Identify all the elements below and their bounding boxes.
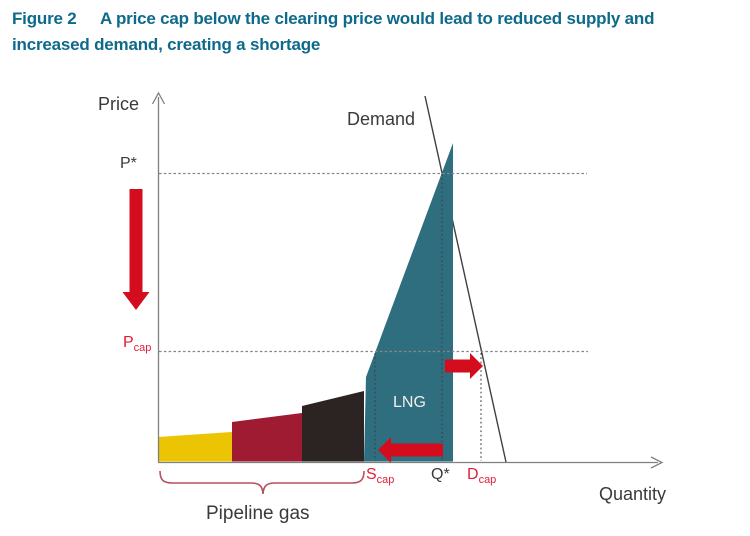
price-axis-label: Price	[98, 94, 140, 114]
figure-number: Figure 2	[12, 9, 77, 28]
d-cap-label: Dcap	[467, 466, 497, 487]
figure-title-line2: increased demand, creating a shortage	[12, 35, 321, 54]
p-star-label: P*	[120, 155, 137, 172]
supply-segment-yellow	[158, 432, 232, 462]
p-cap-label: Pcap	[123, 334, 152, 355]
lng-label: LNG	[393, 394, 426, 411]
quantity-axis-label: Quantity	[599, 484, 667, 504]
figure-title-text1: A price cap below the clearing price wou…	[100, 9, 655, 28]
supply-segment-lng	[364, 143, 453, 462]
supply-decrease-left-arrow	[378, 437, 443, 463]
s-cap-label: Scap	[366, 466, 395, 487]
figure-title-line1: Figure 2 A price cap below the clearing p…	[12, 6, 738, 32]
supply-segment-black	[302, 391, 364, 462]
demand-curve-line	[424, 95, 507, 463]
figure-title: Figure 2 A price cap below the clearing p…	[12, 6, 738, 58]
supply-segment-crimson	[232, 413, 302, 462]
demand-increase-right-arrow	[445, 353, 483, 379]
price-cap-down-arrow	[122, 189, 150, 310]
demand-label: Demand	[347, 109, 416, 129]
x-axis-arrowhead	[650, 456, 664, 469]
pipeline-gas-brace	[159, 470, 365, 495]
y-axis-arrowhead	[151, 91, 166, 105]
q-star-label: Q*	[431, 466, 450, 483]
pipeline-gas-label: Pipeline gas	[206, 503, 310, 524]
